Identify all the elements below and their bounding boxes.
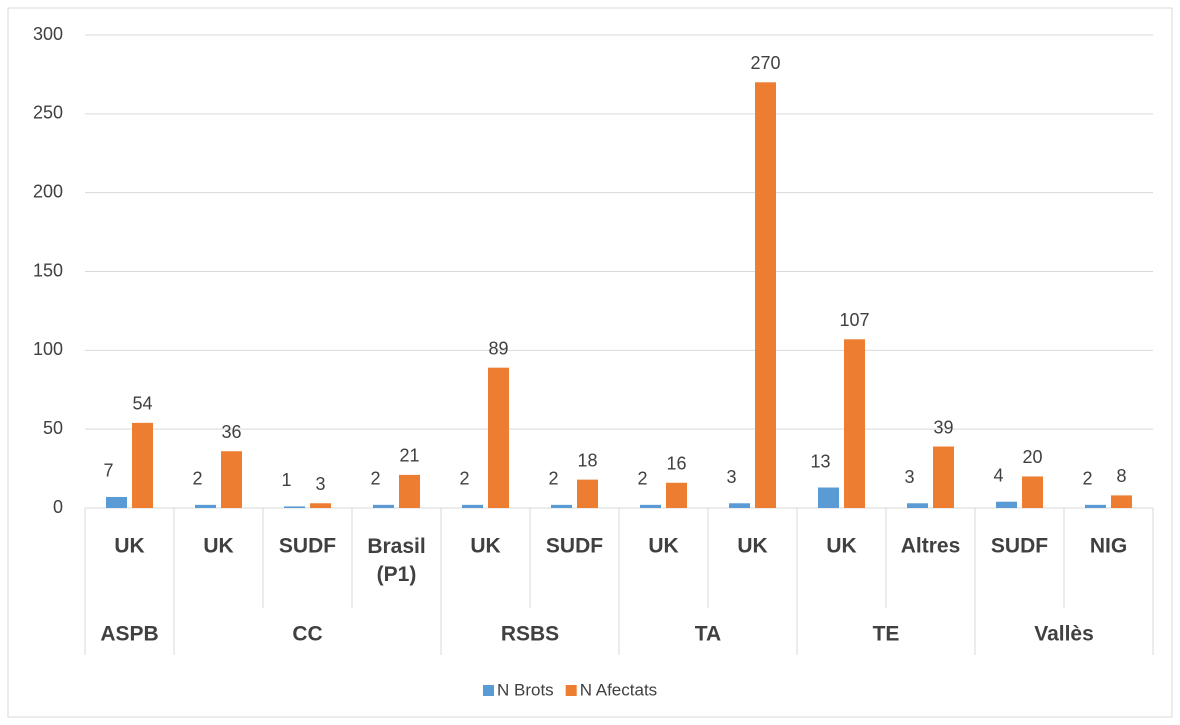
legend-label: N Brots [497, 680, 554, 699]
group-label: TA [695, 623, 721, 646]
x-tick-label: Brasil (P1) [367, 535, 425, 586]
data-label: 3 [904, 467, 914, 487]
x-tick-label: UK [737, 535, 767, 558]
x-tick-label: Altres [901, 535, 961, 558]
data-label: 2 [637, 469, 647, 489]
bar [106, 496, 127, 508]
data-label: 36 [221, 422, 241, 442]
x-tick-label: NIG [1090, 535, 1127, 558]
group-label: Vallès [1034, 623, 1094, 646]
y-tick-label: 0 [53, 497, 63, 517]
bar [488, 367, 509, 508]
bar [284, 506, 305, 508]
data-label: 7 [103, 461, 113, 481]
legend-swatch [483, 685, 494, 696]
bar [551, 504, 572, 508]
data-label: 18 [577, 450, 597, 470]
data-label: 2 [370, 469, 380, 489]
bar [907, 503, 928, 508]
data-label: 2 [459, 469, 469, 489]
bar [755, 82, 776, 509]
group-label: RSBS [501, 623, 559, 646]
bar [666, 482, 687, 508]
data-label: 2 [192, 469, 202, 489]
bar [310, 503, 331, 508]
data-label: 54 [132, 394, 152, 414]
bar [640, 504, 661, 508]
y-tick-label: 300 [33, 24, 63, 44]
x-tick-label: SUDF [279, 535, 336, 558]
bar [195, 504, 216, 508]
x-tick-label: UK [203, 535, 233, 558]
x-tick-label: UK [648, 535, 678, 558]
group-label: CC [292, 623, 322, 646]
data-label: 20 [1022, 447, 1042, 467]
x-tick-label: SUDF [991, 535, 1048, 558]
legend-swatch [565, 685, 577, 696]
bar [818, 487, 839, 508]
bar [399, 474, 420, 508]
data-label: 13 [810, 451, 830, 471]
data-label: 107 [839, 310, 869, 330]
y-tick-label: 50 [43, 418, 63, 438]
data-label: 21 [399, 446, 419, 466]
y-tick-label: 100 [33, 339, 63, 359]
data-label: 16 [666, 454, 686, 474]
data-label: 8 [1116, 466, 1126, 486]
bar [577, 479, 598, 508]
data-label: 3 [315, 474, 325, 494]
group-label: TE [873, 623, 900, 646]
group-label: ASPB [100, 623, 158, 646]
x-tick-label: UK [470, 535, 500, 558]
data-label: 1 [281, 470, 291, 490]
bar [1022, 476, 1043, 508]
bar [373, 504, 394, 508]
y-tick-label: 200 [33, 181, 63, 201]
legend-label: N Afectats [580, 680, 657, 699]
data-label: 4 [993, 465, 1003, 485]
bar [221, 451, 242, 508]
bar [996, 501, 1017, 508]
data-label: 270 [750, 53, 780, 73]
data-label: 39 [933, 417, 953, 437]
bar [132, 422, 153, 508]
data-label: 2 [548, 469, 558, 489]
x-tick-label: UK [826, 535, 856, 558]
bar [462, 504, 483, 508]
data-label: 2 [1082, 469, 1092, 489]
y-tick-label: 250 [33, 103, 63, 123]
y-tick-label: 150 [33, 260, 63, 280]
data-label: 89 [488, 338, 508, 358]
bar [729, 503, 750, 508]
x-tick-label: UK [114, 535, 144, 558]
bar [1111, 495, 1132, 508]
x-tick-label: SUDF [546, 535, 603, 558]
bar [1085, 504, 1106, 508]
bar [933, 446, 954, 508]
chart-border [7, 7, 1173, 718]
bar [844, 339, 865, 508]
data-label: 3 [726, 467, 736, 487]
